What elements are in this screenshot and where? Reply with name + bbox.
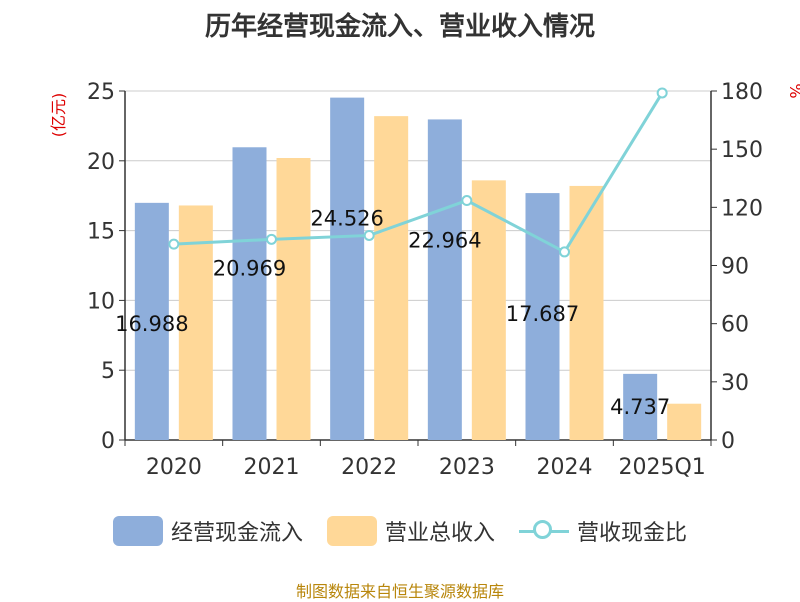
right-tick-label: 90 — [721, 255, 749, 280]
bar-revenue — [276, 158, 311, 440]
legend-swatch-cash-inflow — [112, 516, 163, 546]
legend-label-cash-inflow: 经营现金流入 — [170, 521, 303, 546]
left-tick-label: 5 — [101, 359, 115, 384]
x-tick-label: 2025Q1 — [619, 455, 706, 480]
bar-data-label: 17.687 — [506, 302, 579, 326]
left-axis-label: (亿元) — [49, 93, 68, 138]
label-layer: 16.988 20.969 24.526 22.964 17.687 4.737 — [115, 207, 670, 419]
bar-cash-inflow — [232, 147, 267, 440]
bar-data-label: 22.964 — [408, 228, 481, 252]
ratio-point — [363, 229, 375, 241]
legend-swatch-revenue — [326, 516, 377, 546]
legend-label-cash-ratio: 营收现金比 — [577, 521, 688, 546]
ratio-point — [559, 246, 570, 258]
right-tick-label: 180 — [721, 80, 763, 105]
bar-revenue — [374, 116, 409, 441]
bar-data-label: 16.988 — [115, 312, 188, 336]
bar-data-label: 24.526 — [310, 207, 383, 231]
bar-layer — [134, 97, 702, 441]
ratio-line — [173, 92, 664, 254]
bar-data-label: 20.969 — [213, 256, 286, 280]
line-layer — [168, 87, 668, 258]
left-tick-label: 25 — [87, 80, 115, 105]
right-tick-label: 0 — [721, 429, 735, 454]
right-tick-label: 60 — [721, 313, 749, 338]
x-tick-label: 2022 — [341, 455, 397, 480]
x-tick-label: 2021 — [244, 455, 300, 480]
right-axis-label: % — [786, 83, 800, 98]
right-tick-label: 30 — [721, 371, 749, 396]
right-tick-label: 150 — [721, 138, 763, 163]
bar-data-label: 4.737 — [610, 395, 670, 419]
bar-revenue — [667, 403, 702, 440]
legend-swatch-cash-ratio — [519, 516, 569, 546]
legend-item-revenue[interactable]: 营业总收入 — [326, 515, 495, 547]
ratio-point — [168, 238, 180, 250]
ratio-point — [656, 87, 668, 99]
bar-revenue — [471, 180, 506, 440]
x-tick-label: 2020 — [146, 455, 202, 480]
legend-label-revenue: 营业总收入 — [384, 521, 495, 546]
chart-legend: 经营现金流入 营业总收入 营收现金比 — [0, 515, 800, 547]
chart-title: 历年经营现金流入、营业收入情况 — [204, 12, 595, 42]
left-tick-label: 20 — [87, 150, 115, 175]
x-tick-label: 2024 — [537, 455, 593, 480]
left-tick-label: 10 — [87, 289, 115, 314]
axis-layer: 0 5 10 15 20 25 0 30 60 90 120 150 180 (亿元)% 2020 2021 2… — [49, 80, 800, 480]
bar-cash-inflow — [427, 119, 462, 441]
bar-cash-inflow — [134, 202, 169, 440]
ratio-point — [266, 233, 277, 245]
legend-item-cash-ratio[interactable]: 营收现金比 — [519, 515, 687, 547]
bar-cash-inflow — [623, 373, 658, 440]
legend-item-cash-inflow[interactable]: 经营现金流入 — [112, 515, 303, 547]
grid-layer — [125, 90, 711, 371]
ratio-point — [461, 195, 473, 207]
bar-revenue — [569, 185, 604, 440]
left-tick-label: 0 — [101, 429, 115, 454]
x-tick-label: 2023 — [439, 455, 495, 480]
bar-cash-inflow — [330, 97, 365, 441]
right-tick-label: 120 — [721, 196, 763, 221]
left-tick-label: 15 — [87, 220, 115, 245]
source-note: 制图数据来自恒生聚源数据库 — [295, 582, 504, 601]
